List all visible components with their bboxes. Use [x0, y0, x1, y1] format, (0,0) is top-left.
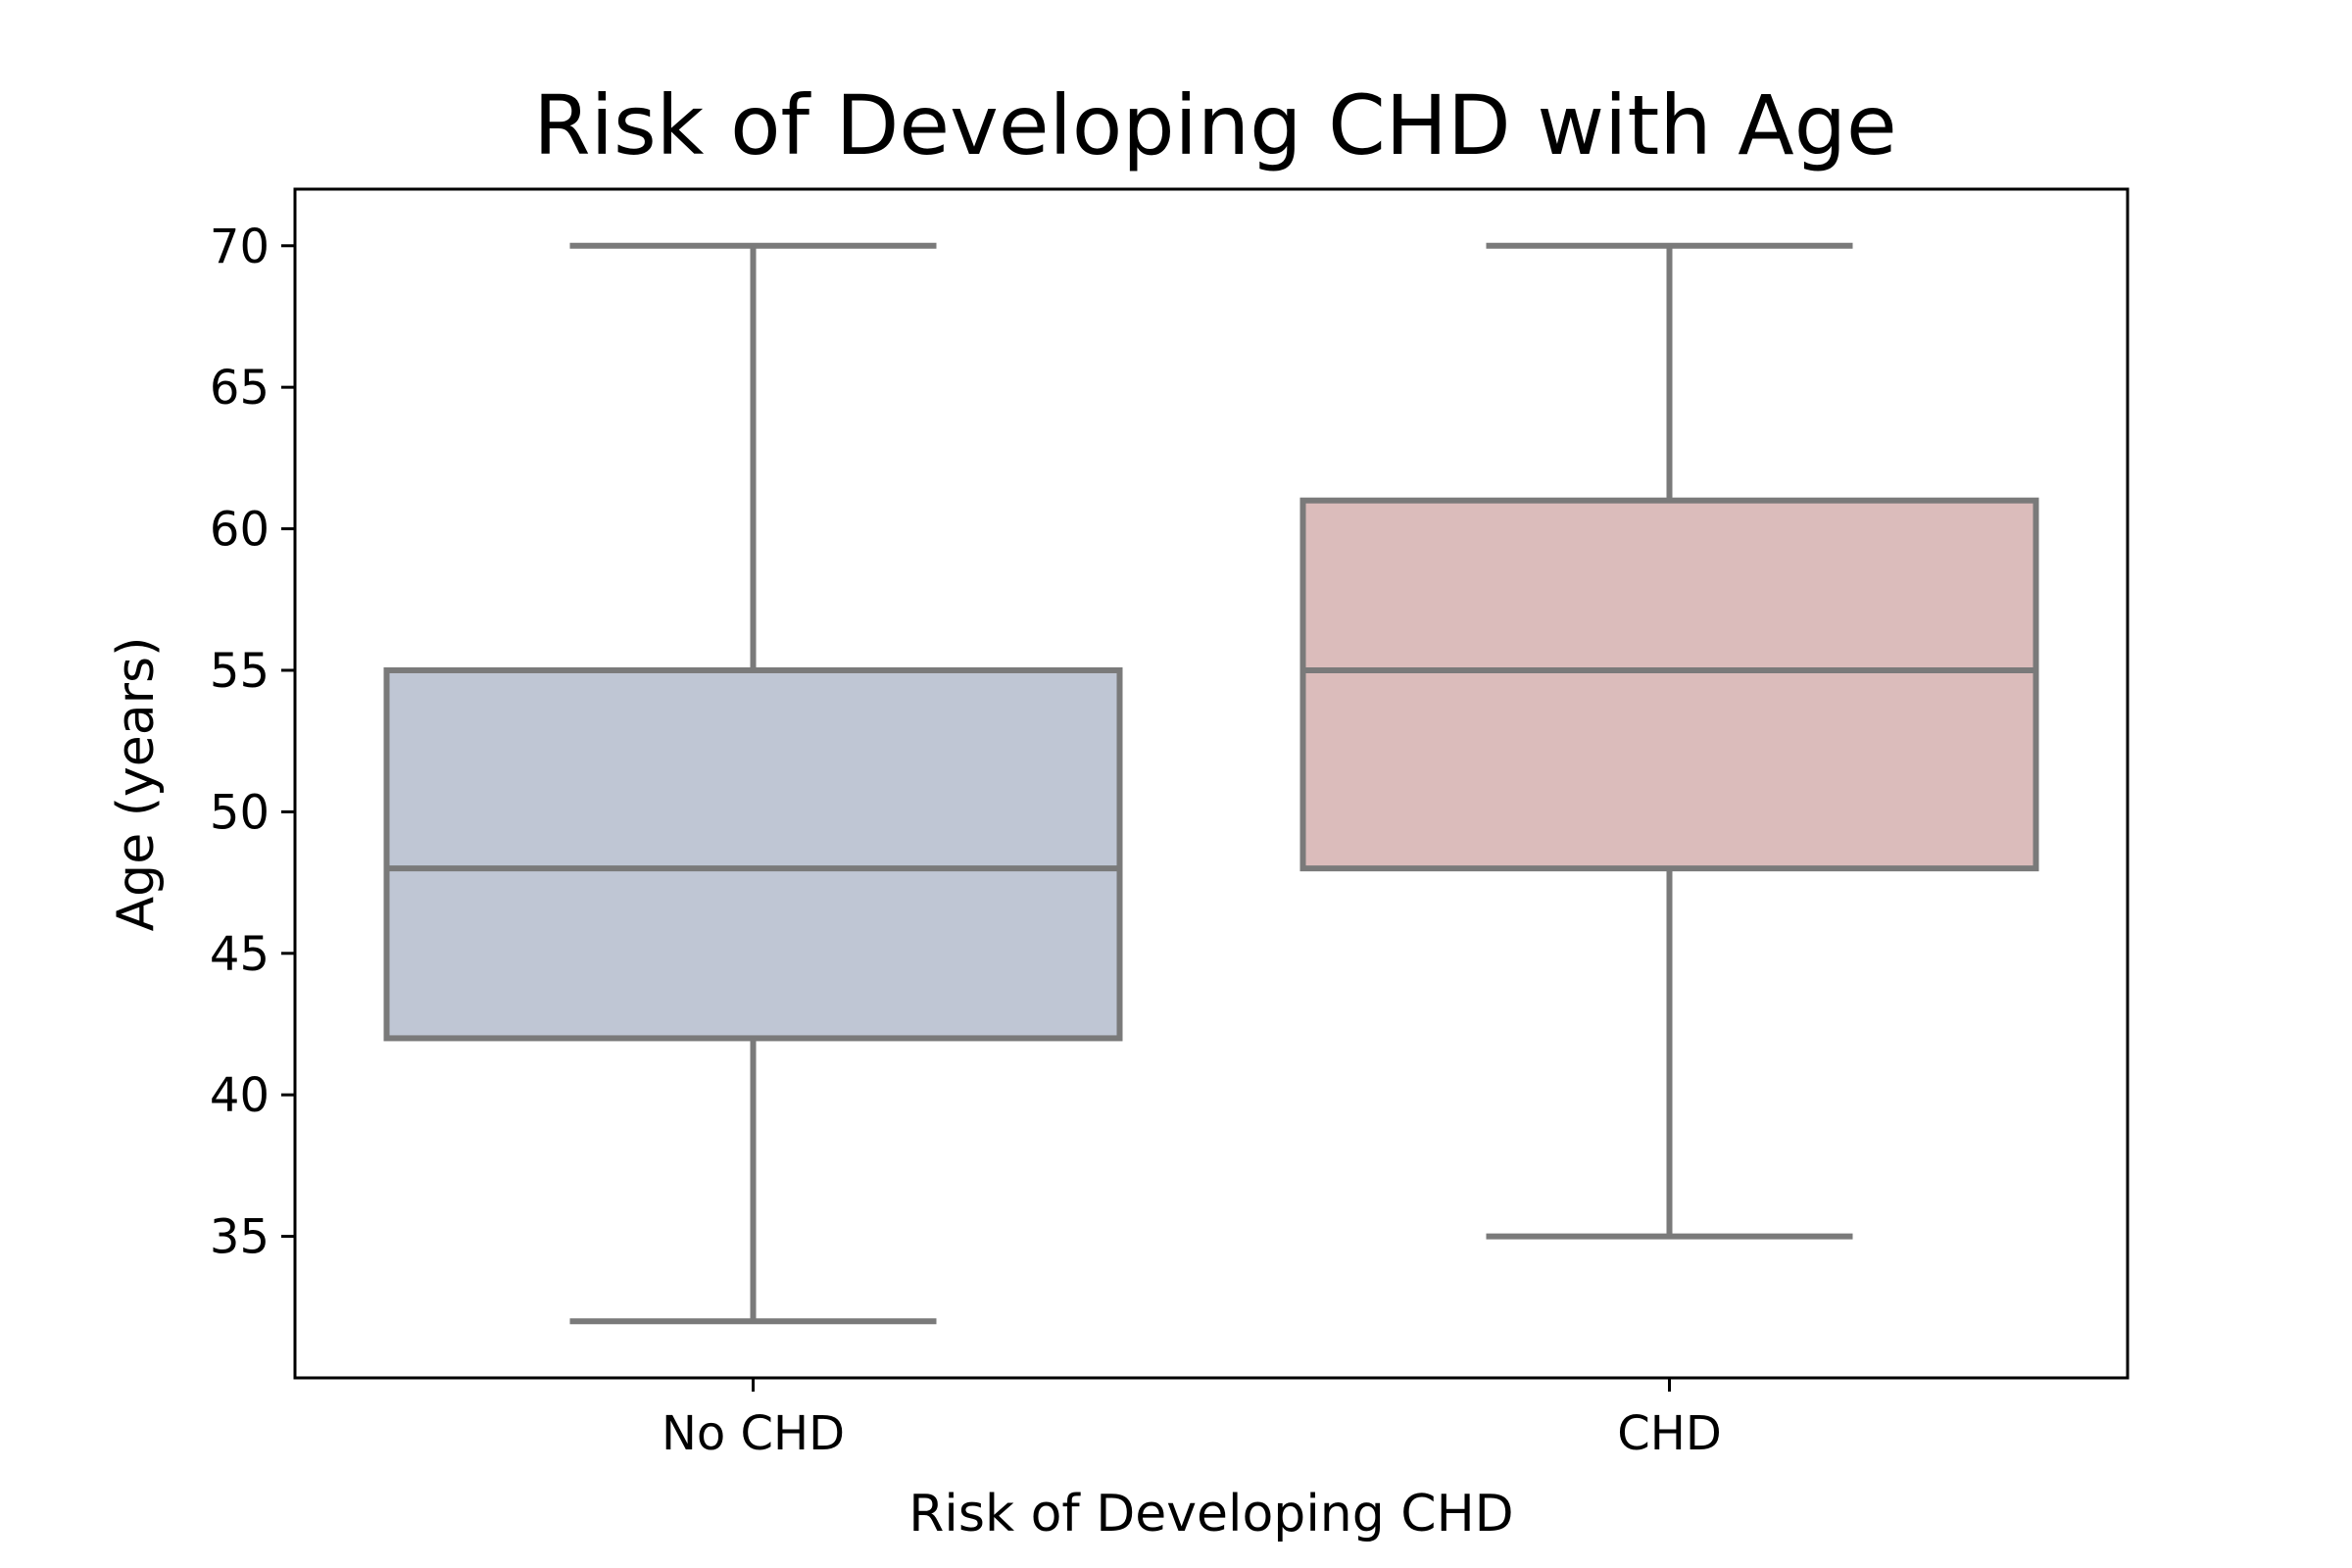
box-0-iqr-box: [383, 666, 1123, 1042]
y-tick-label-55: 55: [210, 644, 270, 699]
y-axis: 35 40 45 50 55 60 65 70: [210, 220, 295, 1265]
box-1-iqr-box: [1299, 497, 2039, 872]
y-axis-label: Age (years): [107, 637, 166, 932]
y-tick-label-60: 60: [210, 503, 270, 558]
x-axis: No CHD CHD: [662, 1378, 1722, 1461]
y-tick-label-45: 45: [210, 927, 270, 982]
plot-area: [383, 242, 2039, 1325]
x-tick-label-0: No CHD: [662, 1406, 845, 1461]
y-tick-label-35: 35: [210, 1210, 270, 1265]
plot-frame: [293, 187, 2130, 1380]
y-tick-label-40: 40: [210, 1068, 270, 1123]
y-tick-label-50: 50: [210, 785, 270, 840]
x-tick-label-1: CHD: [1617, 1406, 1722, 1461]
x-axis-label: Risk of Developing CHD: [908, 1485, 1513, 1544]
chart-title: Risk of Developing CHD with Age: [533, 77, 1896, 173]
y-tick-label-70: 70: [210, 220, 270, 274]
y-tick-label-65: 65: [210, 361, 270, 416]
box-0: [383, 242, 1123, 1325]
box-1: [1299, 242, 2039, 1240]
